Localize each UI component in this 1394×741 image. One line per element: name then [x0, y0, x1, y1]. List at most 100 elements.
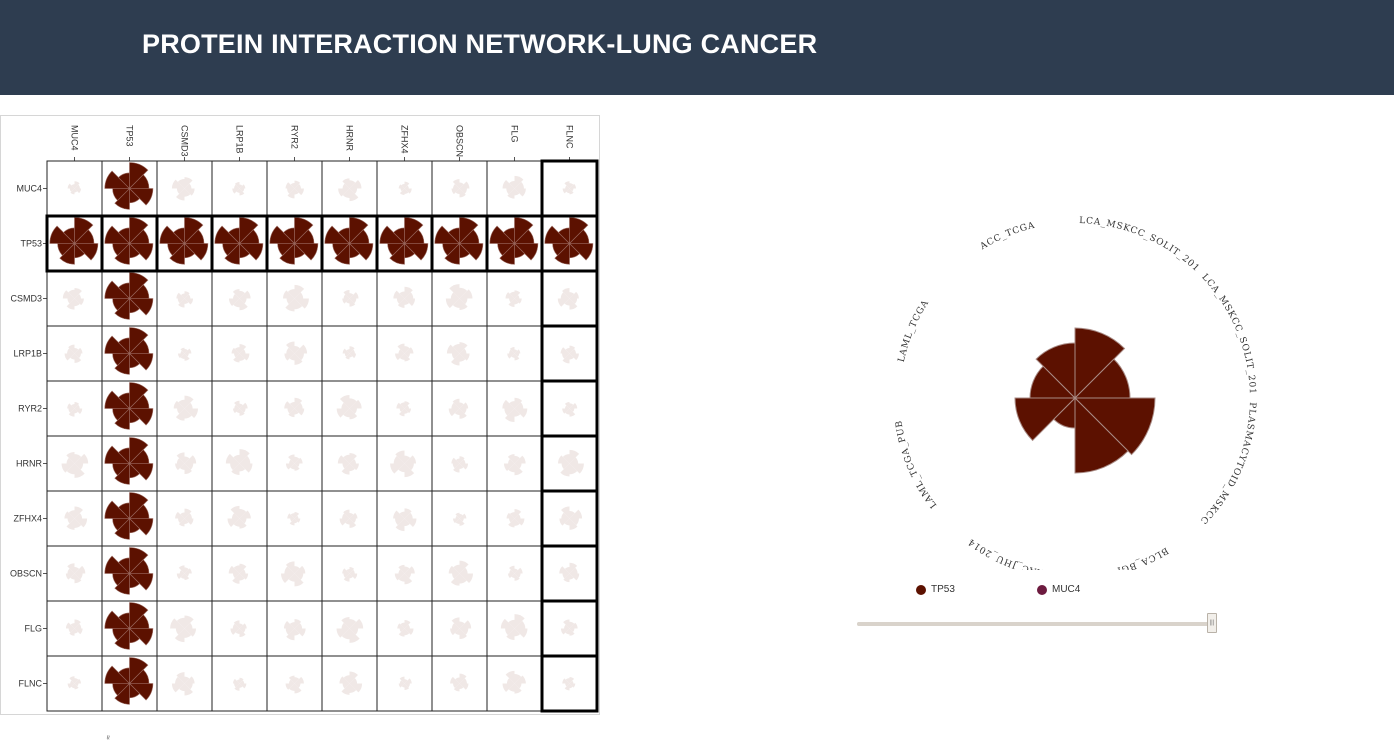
matrix-cell[interactable] [156, 435, 213, 492]
matrix-row-label[interactable]: FLG [24, 624, 42, 634]
radial-bar[interactable] [1074, 396, 1129, 474]
matrix-cell[interactable] [101, 380, 158, 437]
matrix-cell[interactable] [541, 215, 598, 272]
matrix-cell[interactable] [541, 160, 598, 217]
matrix-cell[interactable] [101, 655, 158, 712]
matrix-cell[interactable] [46, 380, 103, 437]
matrix-cell[interactable] [486, 160, 543, 217]
matrix-column-label[interactable]: MUC4 [70, 125, 80, 151]
legend-item-muc4[interactable]: MUC4 [1037, 584, 1080, 595]
matrix-cell[interactable] [486, 215, 543, 272]
matrix-cell[interactable] [156, 545, 213, 602]
matrix-cell[interactable] [321, 325, 378, 382]
matrix-row-label[interactable]: CSMD3 [10, 294, 42, 304]
matrix-cell[interactable] [541, 270, 598, 327]
matrix-cell[interactable] [486, 380, 543, 437]
matrix-cell[interactable] [541, 380, 598, 437]
matrix-cell[interactable] [46, 325, 103, 382]
matrix-cell[interactable] [486, 545, 543, 602]
matrix-cell[interactable] [46, 215, 103, 272]
matrix-cell[interactable] [101, 490, 158, 547]
radial-bar[interactable] [1074, 327, 1126, 400]
matrix-cell[interactable] [46, 435, 103, 492]
matrix-cell[interactable] [486, 270, 543, 327]
matrix-cell[interactable] [431, 270, 488, 327]
matrix-row-label[interactable]: RYR2 [18, 404, 42, 414]
matrix-cell[interactable] [266, 215, 323, 272]
matrix-cell[interactable] [156, 490, 213, 547]
matrix-row-label[interactable]: MUC4 [16, 184, 42, 194]
matrix-cell[interactable] [376, 655, 433, 712]
matrix-cell[interactable] [211, 325, 268, 382]
matrix-column-label[interactable]: RYR2 [290, 125, 300, 149]
matrix-cell[interactable] [156, 325, 213, 382]
matrix-cell[interactable] [541, 325, 598, 382]
matrix-cell[interactable] [321, 160, 378, 217]
matrix-cell[interactable] [321, 270, 378, 327]
matrix-cell[interactable] [46, 270, 103, 327]
matrix-cell[interactable] [431, 600, 488, 657]
matrix-cell[interactable] [211, 380, 268, 437]
matrix-cell[interactable] [321, 490, 378, 547]
matrix-cell[interactable] [266, 160, 323, 217]
matrix-cell[interactable] [211, 600, 268, 657]
matrix-cell[interactable] [321, 600, 378, 657]
matrix-cell[interactable] [156, 600, 213, 657]
matrix-cell[interactable] [376, 215, 433, 272]
radial-bar[interactable] [1014, 397, 1077, 442]
matrix-cell[interactable] [321, 435, 378, 492]
matrix-column-label[interactable]: HRNR [345, 125, 355, 151]
matrix-cell[interactable] [266, 435, 323, 492]
matrix-cell[interactable] [156, 655, 213, 712]
matrix-cell[interactable] [46, 545, 103, 602]
matrix-cell[interactable] [156, 380, 213, 437]
matrix-column-label[interactable]: ZFHX4 [400, 125, 410, 154]
matrix-cell[interactable] [101, 545, 158, 602]
matrix-cell[interactable] [321, 215, 378, 272]
matrix-cell[interactable] [266, 270, 323, 327]
matrix-column-label[interactable]: LRP1B [235, 125, 245, 154]
matrix-cell[interactable] [211, 435, 268, 492]
matrix-cell[interactable] [376, 490, 433, 547]
matrix-cell[interactable] [486, 655, 543, 712]
matrix-cell[interactable] [266, 325, 323, 382]
threshold-slider[interactable]: ||| [857, 613, 1217, 633]
matrix-cell[interactable] [376, 600, 433, 657]
matrix-cell[interactable] [376, 160, 433, 217]
matrix-cell[interactable] [266, 600, 323, 657]
matrix-column-label[interactable]: TP53 [125, 125, 135, 147]
matrix-cell[interactable] [156, 215, 213, 272]
matrix-cell[interactable] [541, 490, 598, 547]
matrix-cell[interactable] [46, 160, 103, 217]
matrix-cell[interactable] [211, 270, 268, 327]
matrix-column-label[interactable]: OBSCN [455, 125, 465, 157]
matrix-cell[interactable] [266, 490, 323, 547]
matrix-cell[interactable] [46, 655, 103, 712]
matrix-cell[interactable] [486, 600, 543, 657]
matrix-cell[interactable] [46, 490, 103, 547]
matrix-row-label[interactable]: ZFHX4 [13, 514, 42, 524]
matrix-cell[interactable] [321, 655, 378, 712]
matrix-cell[interactable] [101, 215, 158, 272]
matrix-cell[interactable] [431, 655, 488, 712]
matrix-cell[interactable] [431, 545, 488, 602]
matrix-cell[interactable] [101, 270, 158, 327]
matrix-cell[interactable] [211, 160, 268, 217]
matrix-cell[interactable] [266, 655, 323, 712]
matrix-cell[interactable] [431, 215, 488, 272]
matrix-row-label[interactable]: TP53 [20, 239, 42, 249]
matrix-cell[interactable] [101, 435, 158, 492]
matrix-cell[interactable] [431, 160, 488, 217]
matrix-cell[interactable] [211, 545, 268, 602]
radial-bar[interactable] [1035, 342, 1076, 400]
matrix-cell[interactable] [376, 270, 433, 327]
matrix-cell[interactable] [486, 325, 543, 382]
matrix-cell[interactable] [101, 600, 158, 657]
matrix-cell[interactable] [376, 380, 433, 437]
matrix-cell[interactable] [101, 325, 158, 382]
matrix-cell[interactable] [156, 270, 213, 327]
matrix-cell[interactable] [541, 435, 598, 492]
matrix-cell[interactable] [431, 380, 488, 437]
matrix-column-label[interactable]: FLG [510, 125, 520, 143]
matrix-cell[interactable] [541, 600, 598, 657]
